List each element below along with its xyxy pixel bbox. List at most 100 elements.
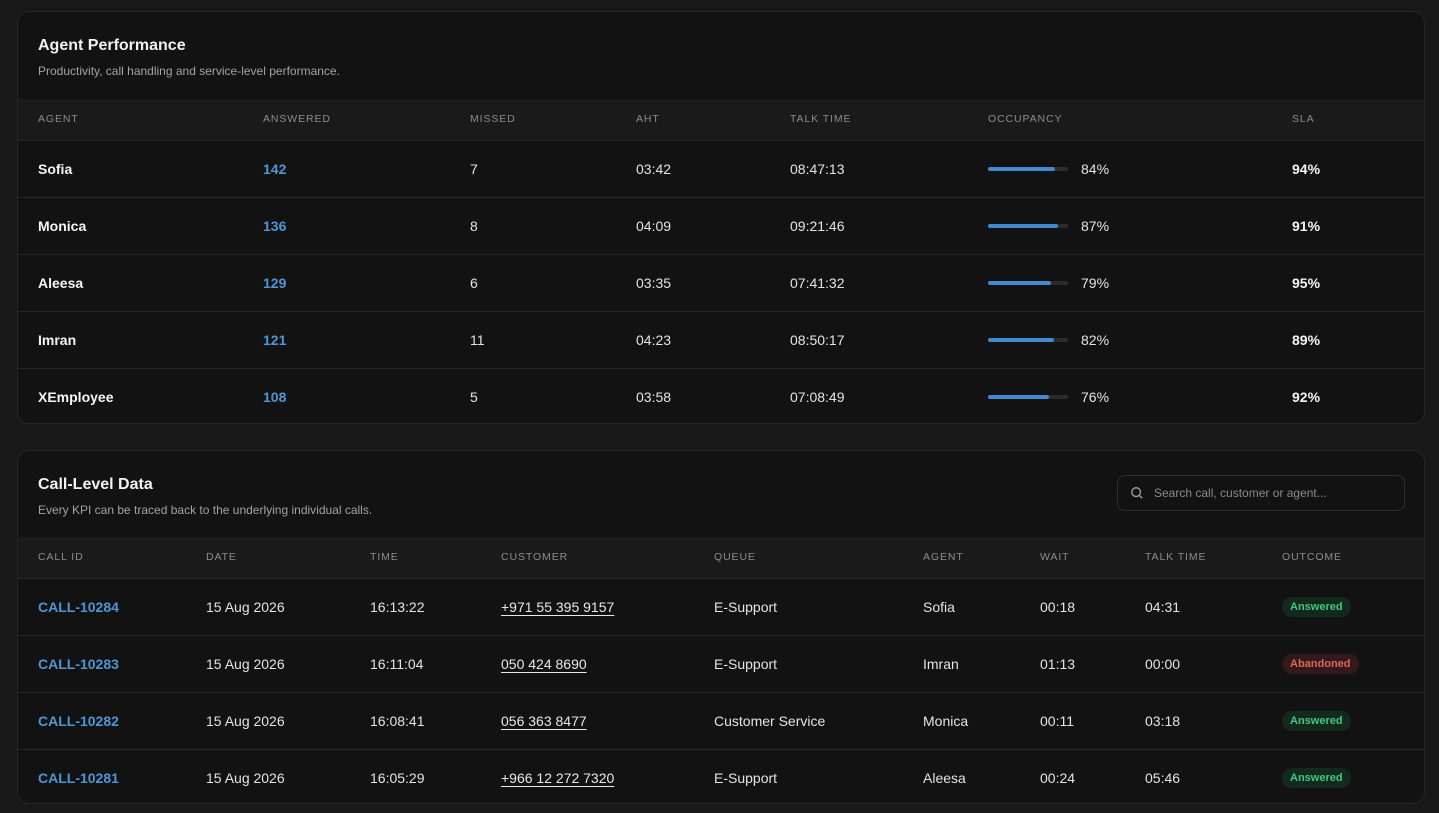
occupancy-cell: 84% xyxy=(968,139,1272,197)
customer-phone-link[interactable]: 050 424 8690 xyxy=(501,655,587,672)
occupancy-value: 82% xyxy=(1081,331,1110,348)
missed-count: 6 xyxy=(450,253,616,311)
customer-phone-link[interactable]: +971 55 395 9157 xyxy=(501,598,615,615)
agent-table-header-row: Agent Answered Missed AHT Talk Time Occu… xyxy=(18,99,1424,140)
occupancy-bar-fill xyxy=(988,166,1056,171)
column-header-call-id[interactable]: Call ID xyxy=(38,551,84,564)
occupancy-bar-fill xyxy=(988,394,1049,399)
column-header-wait[interactable]: Wait xyxy=(1040,551,1070,564)
outcome-badge: Abandoned xyxy=(1282,653,1359,674)
call-date: 15 Aug 2026 xyxy=(186,634,350,692)
sla-value: 89% xyxy=(1272,310,1424,368)
occupancy-bar xyxy=(988,166,1068,171)
talk-time-value: 09:21:46 xyxy=(770,196,968,254)
customer-cell: 050 424 8690 xyxy=(481,634,694,692)
talk-time-value: 00:00 xyxy=(1125,634,1262,692)
sla-value: 94% xyxy=(1272,139,1424,197)
sla-value: 91% xyxy=(1272,196,1424,254)
call-level-header: Call-Level Data Every KPI can be traced … xyxy=(18,451,1424,537)
table-row[interactable]: CALL-10284 15 Aug 2026 16:13:22 +971 55 … xyxy=(18,577,1424,635)
column-header-queue[interactable]: Queue xyxy=(714,551,756,564)
column-header-occupancy[interactable]: Occupancy xyxy=(988,113,1063,126)
column-header-sla[interactable]: SLA xyxy=(1292,113,1315,126)
talk-time-value: 05:46 xyxy=(1125,748,1262,803)
occupancy-bar-fill xyxy=(988,337,1054,342)
answered-count[interactable]: 129 xyxy=(243,253,450,311)
call-id-link[interactable]: CALL-10282 xyxy=(18,691,186,749)
call-id-link[interactable]: CALL-10281 xyxy=(18,748,186,803)
column-header-agent[interactable]: Agent xyxy=(38,113,79,126)
aht-value: 04:23 xyxy=(616,310,770,368)
talk-time-value: 07:08:49 xyxy=(770,367,968,423)
talk-time-value: 04:31 xyxy=(1125,577,1262,635)
wait-time: 01:13 xyxy=(1020,634,1125,692)
call-level-subtitle: Every KPI can be traced back to the unde… xyxy=(38,503,373,517)
table-row[interactable]: Monica 136 8 04:09 09:21:46 87% 91% xyxy=(18,196,1424,254)
call-level-title: Call-Level Data xyxy=(38,476,153,493)
answered-count[interactable]: 121 xyxy=(243,310,450,368)
answered-count[interactable]: 136 xyxy=(243,196,450,254)
agent-name: XEmployee xyxy=(18,367,243,423)
table-row[interactable]: CALL-10283 15 Aug 2026 16:11:04 050 424 … xyxy=(18,634,1424,692)
agent-performance-subtitle: Productivity, call handling and service-… xyxy=(38,64,340,78)
column-header-talk-time[interactable]: Talk Time xyxy=(1145,551,1207,564)
column-header-aht[interactable]: AHT xyxy=(636,113,660,126)
call-table-header-row: Call ID Date Time Customer Queue Agent W… xyxy=(18,537,1424,578)
column-header-missed[interactable]: Missed xyxy=(470,113,516,126)
occupancy-bar xyxy=(988,280,1068,285)
customer-phone-link[interactable]: +966 12 272 7320 xyxy=(501,769,615,786)
outcome-cell: Answered xyxy=(1262,577,1424,635)
column-header-answered[interactable]: Answered xyxy=(263,113,331,126)
wait-time: 00:11 xyxy=(1020,691,1125,749)
occupancy-bar xyxy=(988,223,1068,228)
agent-performance-title: Agent Performance xyxy=(38,37,186,54)
aht-value: 03:42 xyxy=(616,139,770,197)
outcome-badge: Answered xyxy=(1282,767,1351,788)
talk-time-value: 08:47:13 xyxy=(770,139,968,197)
answered-count[interactable]: 142 xyxy=(243,139,450,197)
missed-count: 8 xyxy=(450,196,616,254)
call-time: 16:13:22 xyxy=(350,577,481,635)
search-icon xyxy=(1131,487,1143,499)
agent-name: Aleesa xyxy=(903,748,1020,803)
call-time: 16:05:29 xyxy=(350,748,481,803)
occupancy-value: 84% xyxy=(1081,160,1110,177)
table-row[interactable]: Aleesa 129 6 03:35 07:41:32 79% 95% xyxy=(18,253,1424,311)
column-header-outcome[interactable]: Outcome xyxy=(1282,551,1342,564)
call-id-link[interactable]: CALL-10284 xyxy=(18,577,186,635)
call-id-link[interactable]: CALL-10283 xyxy=(18,634,186,692)
column-header-time[interactable]: Time xyxy=(370,551,399,564)
agent-name: Imran xyxy=(18,310,243,368)
agent-name: Monica xyxy=(18,196,243,254)
agent-performance-header: Agent Performance Productivity, call han… xyxy=(18,12,1424,99)
agent-name: Monica xyxy=(903,691,1020,749)
column-header-agent[interactable]: Agent xyxy=(923,551,964,564)
search-input[interactable] xyxy=(1154,486,1394,500)
customer-phone-link[interactable]: 056 363 8477 xyxy=(501,712,587,729)
occupancy-cell: 87% xyxy=(968,196,1272,254)
column-header-talk-time[interactable]: Talk Time xyxy=(790,113,852,126)
column-header-customer[interactable]: Customer xyxy=(501,551,569,564)
occupancy-value: 76% xyxy=(1081,388,1110,405)
agent-name: Sofia xyxy=(18,139,243,197)
call-time: 16:08:41 xyxy=(350,691,481,749)
queue-name: E-Support xyxy=(694,634,903,692)
column-header-date[interactable]: Date xyxy=(206,551,237,564)
customer-cell: 056 363 8477 xyxy=(481,691,694,749)
table-row[interactable]: CALL-10281 15 Aug 2026 16:05:29 +966 12 … xyxy=(18,748,1424,803)
customer-cell: +971 55 395 9157 xyxy=(481,577,694,635)
occupancy-cell: 76% xyxy=(968,367,1272,423)
table-row[interactable]: XEmployee 108 5 03:58 07:08:49 76% 92% xyxy=(18,367,1424,423)
queue-name: E-Support xyxy=(694,748,903,803)
answered-count[interactable]: 108 xyxy=(243,367,450,423)
search-box[interactable] xyxy=(1117,475,1405,511)
sla-value: 95% xyxy=(1272,253,1424,311)
table-row[interactable]: Imran 121 11 04:23 08:50:17 82% 89% xyxy=(18,310,1424,368)
occupancy-bar xyxy=(988,394,1068,399)
talk-time-value: 03:18 xyxy=(1125,691,1262,749)
outcome-badge: Answered xyxy=(1282,596,1351,617)
aht-value: 03:58 xyxy=(616,367,770,423)
table-row[interactable]: Sofia 142 7 03:42 08:47:13 84% 94% xyxy=(18,139,1424,197)
agent-name: Aleesa xyxy=(18,253,243,311)
table-row[interactable]: CALL-10282 15 Aug 2026 16:08:41 056 363 … xyxy=(18,691,1424,749)
